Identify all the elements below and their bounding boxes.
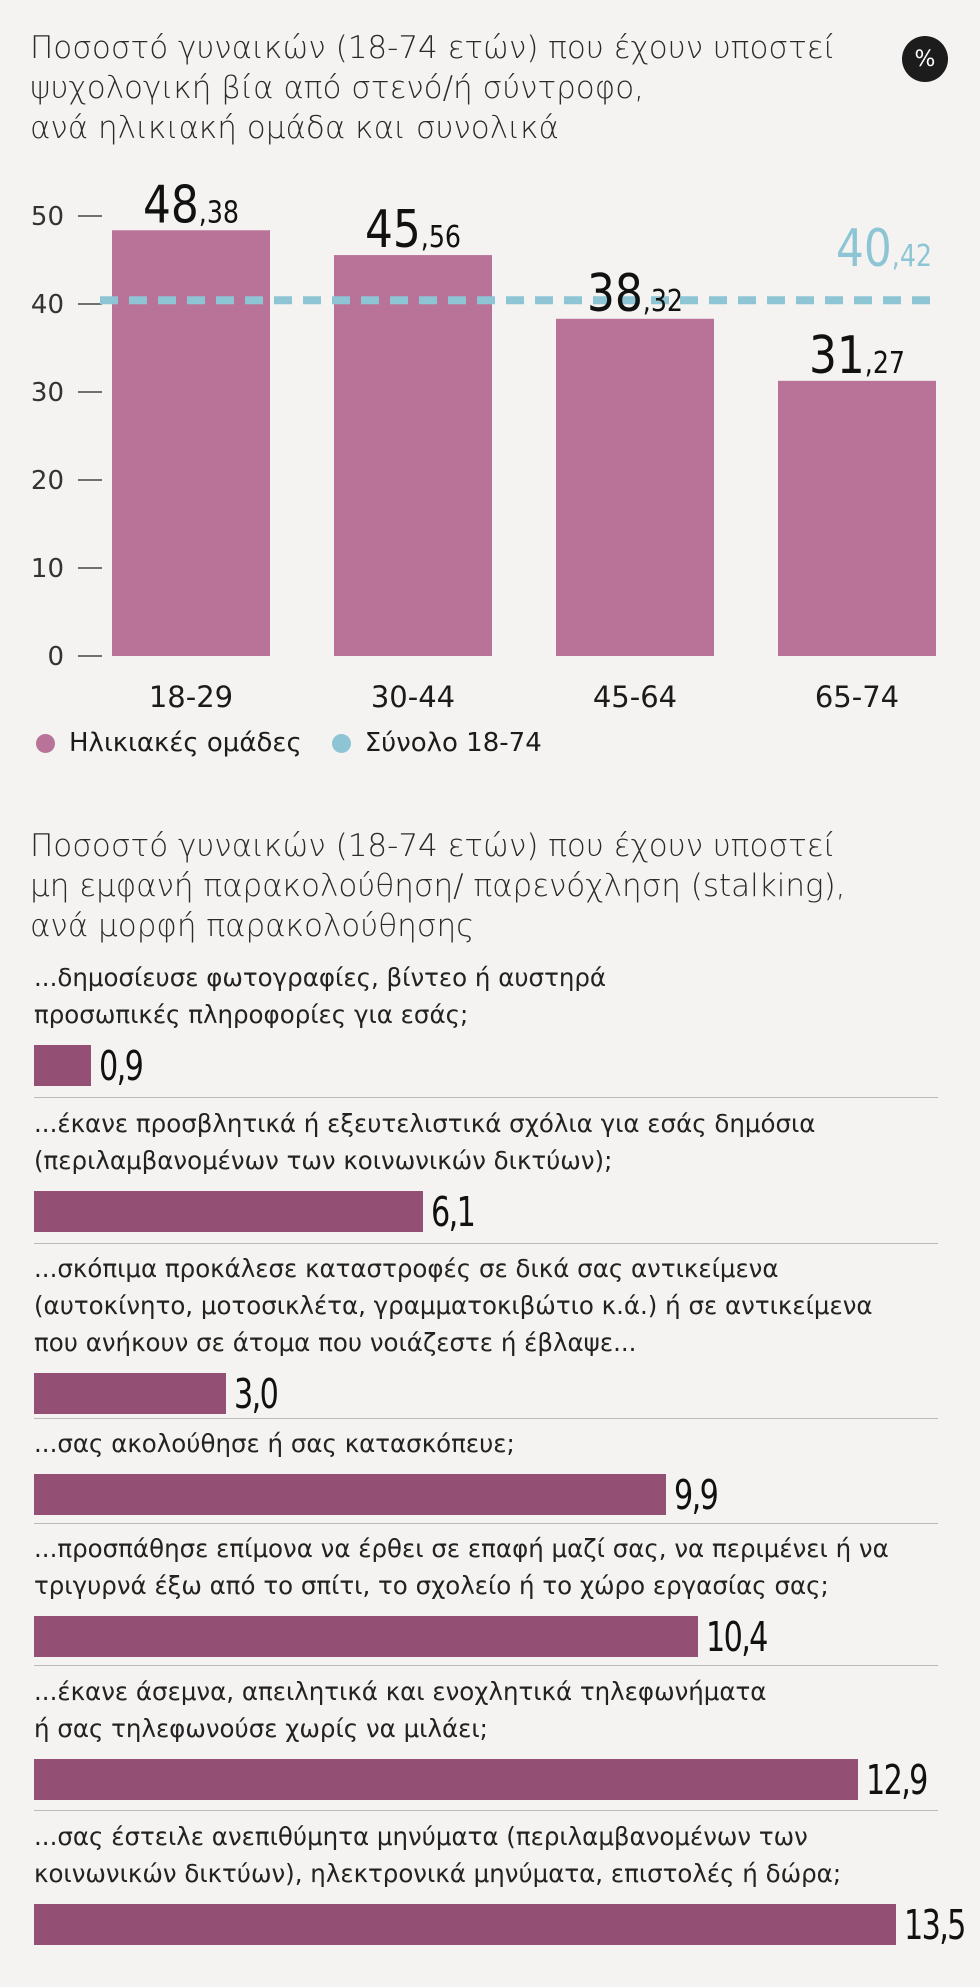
legend-label-age-groups: Ηλικιακές ομάδες	[69, 728, 302, 758]
item-separator	[34, 1097, 938, 1098]
legend-label-total: Σύνολο 18-74	[364, 728, 542, 758]
stalking-item-label-line: ...σας ακολούθησε ή σας κατασκόπευε;	[34, 1429, 515, 1458]
y-tick-label: 40	[31, 290, 64, 320]
legend-item-total: Σύνολο 18-74	[331, 728, 542, 758]
bar-value-label: 38,32	[587, 264, 683, 324]
stalking-bar-value: 9,9	[674, 1471, 719, 1519]
y-tick-label: 10	[31, 554, 64, 584]
total-value-label: 40,42	[836, 219, 932, 279]
stalking-item-label-line: ...σας έστειλε ανεπιθύμητα μηνύματα (περ…	[34, 1822, 808, 1851]
stalking-bar	[34, 1191, 424, 1232]
chart2-title-line: μη εμφανή παρακολούθηση/ παρενόχληση (st…	[30, 868, 846, 904]
stalking-item-label-line: ...σκόπιμα προκάλεσε καταστροφές σε δικά…	[34, 1254, 779, 1283]
stalking-bar-value: 13,5	[904, 1901, 966, 1949]
stalking-item-label-line: κοινωνικών δικτύων), ηλεκτρονικά μηνύματ…	[34, 1859, 842, 1888]
bar-value-label: 45,56	[365, 200, 461, 260]
legend-item-age-groups: Ηλικιακές ομάδες	[36, 728, 302, 758]
stalking-item-label: ...σας έστειλε ανεπιθύμητα μηνύματα (περ…	[34, 1818, 954, 1892]
x-category-label: 45-64	[593, 680, 677, 714]
chart2-title-line: ανά μορφή παρακολούθησης	[30, 908, 475, 944]
chart2-title-line: Ποσοστό γυναικών (18-74 ετών) που έχουν …	[30, 828, 836, 864]
chart2-title: Ποσοστό γυναικών (18-74 ετών) που έχουν …	[30, 826, 870, 946]
stalking-bar-value: 3,0	[233, 1370, 279, 1418]
stalking-bar-value: 6,1	[431, 1188, 476, 1236]
stalking-bar-value: 10,4	[706, 1613, 768, 1661]
stalking-item-label-line: ή σας τηλεφωνούσε χωρίς να μιλάει;	[34, 1714, 488, 1743]
stalking-bar-value: 12,9	[865, 1756, 928, 1804]
percent-badge: %	[902, 36, 948, 82]
item-separator	[34, 1665, 938, 1666]
chart1-title-line: ανά ηλικιακή ομάδα και συνολικά	[30, 110, 559, 146]
x-category-label: 65-74	[815, 680, 899, 714]
stalking-item-label-line: ...προσπάθησε επίμονα να έρθει σε επαφή …	[34, 1534, 889, 1563]
stalking-item-label: ...έκανε προσβλητικά ή εξευτελιστικά σχό…	[34, 1105, 954, 1179]
chart1-title-line: ψυχολογική βία από στενό/ή σύντροφο,	[30, 70, 645, 106]
stalking-bar	[34, 1904, 896, 1945]
legend-swatch-age-groups	[36, 733, 55, 753]
x-category-label: 30-44	[371, 680, 455, 714]
stalking-item-label-line: τριγυρνά έξω από το σπίτι, το σχολείο ή …	[34, 1571, 829, 1600]
chart1-title-line: Ποσοστό γυναικών (18-74 ετών) που έχουν …	[30, 30, 836, 66]
stalking-item-label-line: ...δημοσίευσε φωτογραφίες, βίντεο ή αυστ…	[34, 963, 607, 992]
bar-value-label: 48,38	[143, 175, 239, 235]
stalking-item-label: ...δημοσίευσε φωτογραφίες, βίντεο ή αυστ…	[34, 959, 954, 1033]
bar-30-44	[334, 255, 492, 656]
stalking-item-label-line: (περιλαμβανομένων των κοινωνικών δικτύων…	[34, 1146, 613, 1175]
bar-45-64	[556, 318, 714, 656]
bar-18-29	[112, 230, 270, 657]
bar-65-74	[778, 380, 936, 656]
stalking-bar	[34, 1759, 858, 1800]
x-category-label: 18-29	[149, 680, 233, 714]
stalking-bar	[34, 1373, 226, 1414]
y-tick-label: 30	[31, 378, 64, 408]
stalking-bar	[34, 1045, 92, 1086]
item-separator	[34, 1418, 938, 1419]
y-tick-label: 0	[47, 642, 64, 672]
stalking-item-label: ...έκανε άσεμνα, απειλητικά και ενοχλητι…	[34, 1673, 954, 1747]
stalking-item-label-line: ...έκανε προσβλητικά ή εξευτελιστικά σχό…	[34, 1109, 816, 1138]
stalking-item-label-line: προσωπικές πληροφορίες για εσάς;	[34, 1000, 469, 1029]
y-tick-label: 20	[31, 466, 64, 496]
stalking-item-label-line: (αυτοκίνητο, μοτοσικλέτα, γραμματοκιβώτι…	[34, 1291, 873, 1320]
stalking-bar	[34, 1474, 667, 1515]
bar-value-label: 31,27	[809, 326, 905, 386]
stalking-item-label: ...προσπάθησε επίμονα να έρθει σε επαφή …	[34, 1530, 954, 1604]
stalking-item-label-line: ...έκανε άσεμνα, απειλητικά και ενοχλητι…	[34, 1677, 767, 1706]
stalking-item-label: ...σας ακολούθησε ή σας κατασκόπευε;	[34, 1425, 954, 1462]
age-group-bar-chart: 0 10 20 30 40 50 48,38 45,56 38,32 31,27 40,42 18-2…	[31, 175, 936, 714]
stalking-item-label-line: που ανήκουν σε άτομα που νοιάζεστε ή έβλ…	[34, 1328, 637, 1357]
legend-swatch-total	[331, 733, 351, 753]
item-separator	[34, 1243, 938, 1244]
chart1-legend: Ηλικιακές ομάδες Σύνολο 18-74	[36, 728, 542, 758]
item-separator	[34, 1523, 938, 1524]
y-tick-label: 50	[31, 202, 64, 232]
chart1-title: Ποσοστό γυναικών (18-74 ετών) που έχουν …	[30, 28, 870, 148]
stalking-bar	[34, 1616, 699, 1657]
stalking-bar-value: 0,9	[99, 1042, 144, 1090]
item-separator	[34, 1810, 938, 1811]
stalking-item-label: ...σκόπιμα προκάλεσε καταστροφές σε δικά…	[34, 1250, 954, 1361]
